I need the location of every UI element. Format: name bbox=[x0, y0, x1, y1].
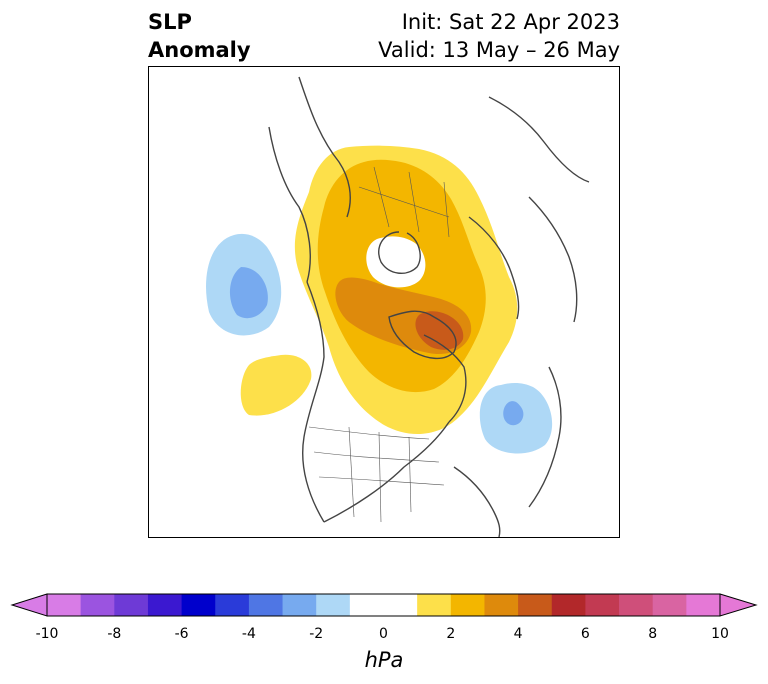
colorbar-bin-12 bbox=[484, 594, 519, 616]
positive-anomaly-arctic bbox=[294, 145, 518, 435]
colorbar-tick-label: 2 bbox=[446, 626, 456, 642]
positive-anomaly-pacific bbox=[240, 354, 312, 416]
valid-range: Valid: 13 May – 26 May bbox=[378, 38, 620, 62]
colorbar-bin-0 bbox=[47, 594, 82, 616]
colorbar bbox=[10, 593, 758, 617]
colorbar-bin-7 bbox=[282, 594, 317, 616]
colorbar-bin-10 bbox=[417, 594, 452, 616]
colorbar-tick-label: 10 bbox=[711, 626, 729, 642]
colorbar-bin-2 bbox=[114, 594, 149, 616]
date-info: Init: Sat 22 Apr 2023 Valid: 13 May – 26… bbox=[378, 8, 620, 64]
colorbar-extend-high bbox=[719, 593, 758, 617]
colorbar-tick-label: 4 bbox=[513, 626, 523, 642]
colorbar-tick-label: 8 bbox=[648, 626, 658, 642]
colorbar-bin-6 bbox=[248, 594, 284, 616]
map-panel bbox=[148, 66, 620, 538]
colorbar-bin-8 bbox=[316, 594, 351, 616]
colorbar-bin-15 bbox=[585, 594, 620, 616]
colorbar-bin-17 bbox=[652, 594, 687, 616]
political-borders bbox=[308, 166, 450, 523]
colorbar-tick-label: -2 bbox=[309, 626, 324, 642]
negative-anomaly-atlantic bbox=[479, 382, 553, 454]
colorbar-tick-label: -10 bbox=[35, 626, 59, 642]
colorbar-outline bbox=[46, 593, 721, 617]
colorbar-tick-label: -8 bbox=[107, 626, 122, 642]
init-date: Init: Sat 22 Apr 2023 bbox=[401, 10, 620, 34]
colorbar-bin-11 bbox=[450, 594, 485, 616]
negative-anomaly-west bbox=[206, 233, 282, 336]
map-canvas bbox=[206, 76, 590, 537]
colorbar-bin-9 bbox=[349, 594, 418, 616]
colorbar-bin-3 bbox=[147, 594, 183, 616]
colorbar-tick-label: 0 bbox=[379, 626, 388, 642]
colorbar-bin-14 bbox=[551, 594, 586, 616]
map-title: SLP Anomaly bbox=[148, 8, 251, 64]
title-line-2: Anomaly bbox=[148, 38, 251, 62]
colorbar-bin-16 bbox=[619, 594, 654, 616]
colorbar-bin-5 bbox=[215, 594, 250, 616]
colorbar-tick-label: -4 bbox=[241, 626, 256, 642]
colorbar-extend-low bbox=[10, 593, 48, 617]
colorbar-bin-18 bbox=[686, 594, 721, 616]
colorbar-bin-13 bbox=[518, 594, 553, 616]
title-line-1: SLP bbox=[148, 10, 192, 34]
colorbar-bin-4 bbox=[181, 594, 216, 616]
colorbar-units: hPa bbox=[364, 648, 404, 672]
colorbar-tick-label: -6 bbox=[174, 626, 189, 642]
colorbar-bin-1 bbox=[80, 594, 115, 616]
coastlines bbox=[268, 76, 590, 537]
colorbar-tick-label: 6 bbox=[580, 626, 590, 642]
